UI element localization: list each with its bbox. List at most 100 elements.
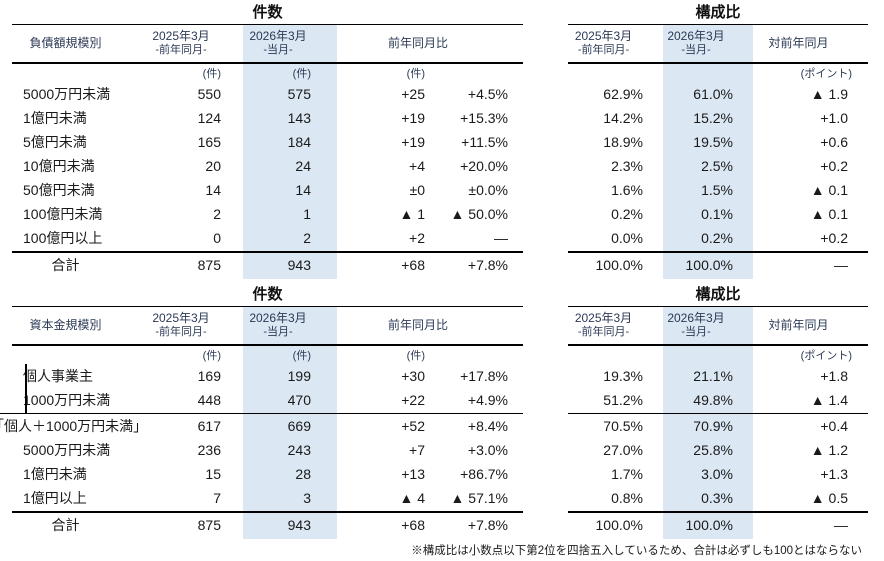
col-header-share-prev: 2025年3月 -前年同月- [574, 310, 633, 338]
table-row: 1億円未満 124 143 +19 +15.3% 14.2% 15.2% +1.… [0, 106, 884, 130]
yoy-diff: +19 [401, 134, 425, 150]
current-count-total: 943 [287, 256, 311, 273]
share-prev: 2.3% [611, 158, 643, 174]
col-header-share-delta: 対前年同月 [768, 35, 829, 50]
share-delta: +0.4 [820, 418, 848, 434]
share-prev-total: 100.0% [595, 516, 643, 533]
current-count: 575 [287, 86, 311, 102]
debt-size-table: 件数 構成比 負債額規模別 2025年3月 -前年同月- 2026年3月 -当月- … [0, 2, 884, 279]
share-current: 1.5% [701, 182, 733, 198]
count-table-title: 件数 [252, 286, 283, 303]
yoy-percent: +8.4% [467, 418, 508, 434]
yoy-diff: +4 [409, 158, 425, 174]
total-rule [0, 510, 884, 513]
total-row: 合計 875 943 +68 +7.8% 100.0% 100.0% — [0, 253, 884, 276]
current-count: 14 [295, 182, 311, 198]
prev-count: 2 [213, 206, 221, 222]
share-prev: 14.2% [603, 110, 643, 126]
total-rule [0, 250, 884, 253]
share-current-total: 100.0% [685, 256, 733, 273]
share-prev: 1.7% [611, 466, 643, 482]
col-header-yoy: 前年同月比 [387, 317, 448, 332]
row-header-label: 資本金規模別 [29, 317, 102, 332]
share-delta: ▲ 0.1 [810, 182, 848, 198]
yoy-percent-total: +7.8% [467, 256, 508, 273]
unit-point: (ポイント) [800, 68, 852, 80]
current-count: 3 [303, 490, 311, 506]
share-prev: 1.6% [611, 182, 643, 198]
current-count: 2 [303, 230, 311, 246]
share-prev: 51.2% [603, 392, 643, 408]
col-header-yoy: 前年同月比 [387, 35, 448, 50]
yoy-diff: +7 [409, 442, 425, 458]
prev-count-total: 875 [197, 516, 221, 533]
share-delta: ▲ 1.9 [810, 86, 848, 102]
units-row: (件) (件) (件) (ポイント) [0, 64, 884, 82]
current-count: 243 [287, 442, 311, 458]
group-separator-rule [0, 412, 884, 414]
col-header-share-current: 2026年3月 -当月- [667, 28, 725, 56]
prev-count: 550 [197, 86, 221, 102]
share-current: 0.3% [701, 490, 733, 506]
prev-count: 20 [205, 158, 221, 174]
share-prev: 0.8% [611, 490, 643, 506]
yoy-diff-total: +68 [401, 516, 425, 533]
table-row: 5000万円未満 550 575 +25 +4.5% 62.9% 61.0% ▲… [0, 82, 884, 106]
current-count: 1 [303, 206, 311, 222]
row-label: 1000万円未満 [23, 392, 111, 408]
row-label: 10億円未満 [23, 158, 95, 174]
share-delta: ▲ 1.2 [810, 442, 848, 458]
prev-count: 169 [197, 368, 221, 384]
yoy-diff: +13 [401, 466, 425, 482]
capital-size-table: 件数 構成比 資本金規模別 2025年3月 -前年同月- 2026年3月 -当月- … [0, 284, 884, 539]
row-label: 1億円以上 [23, 490, 87, 506]
prev-count: 7 [213, 490, 221, 506]
unit-count: (件) [202, 68, 221, 80]
yoy-percent: — [494, 230, 508, 246]
share-delta: +0.6 [820, 134, 848, 150]
yoy-percent: +4.9% [467, 392, 508, 408]
yoy-diff: ±0 [409, 182, 425, 198]
row-label: 「個人＋1000万円未満」 [0, 418, 148, 434]
row-label: 50億円未満 [23, 182, 95, 198]
share-prev: 27.0% [603, 442, 643, 458]
table-row: 5億円未満 165 184 +19 +11.5% 18.9% 19.5% +0.… [0, 130, 884, 154]
total-row: 合計 875 943 +68 +7.8% 100.0% 100.0% — [0, 513, 884, 536]
column-header-row: 負債額規模別 2025年3月 -前年同月- 2026年3月 -当月- 前年同月比 2… [0, 25, 884, 61]
unit-point: (ポイント) [800, 350, 852, 362]
table-row: 1億円未満 15 28 +13 +86.7% 1.7% 3.0% +1.3 [0, 462, 884, 486]
row-label: 5000万円未満 [23, 442, 111, 458]
share-delta: +1.8 [820, 368, 848, 384]
share-current: 3.0% [701, 466, 733, 482]
prev-count: 165 [197, 134, 221, 150]
share-current: 25.8% [693, 442, 733, 458]
total-label: 合計 [51, 516, 80, 533]
share-table-title: 構成比 [695, 4, 741, 21]
prev-count: 617 [197, 418, 221, 434]
yoy-percent: +11.5% [461, 134, 508, 150]
share-delta-total: — [834, 256, 848, 273]
table-row: 5000万円未満 236 243 +7 +3.0% 27.0% 25.8% ▲ … [0, 438, 884, 462]
prev-count: 0 [213, 230, 221, 246]
table-row: 1億円以上 7 3 ▲ 4 ▲ 57.1% 0.8% 0.3% ▲ 0.5 [0, 486, 884, 510]
yoy-percent: +17.8% [460, 368, 508, 384]
section-titles: 件数 構成比 [0, 2, 884, 24]
units-row: (件) (件) (件) (ポイント) [0, 346, 884, 364]
yoy-diff: +22 [401, 392, 425, 408]
row-label: 5000万円未満 [23, 86, 111, 102]
title-rule [0, 306, 884, 307]
col-header-share-delta: 対前年同月 [768, 317, 829, 332]
table-row: 50億円未満 14 14 ±0 ±0.0% 1.6% 1.5% ▲ 0.1 [0, 178, 884, 202]
current-month-highlight-share [663, 307, 753, 539]
table-row: 100億円以上 0 2 +2 — 0.0% 0.2% +0.2 [0, 226, 884, 250]
share-prev: 0.0% [611, 230, 643, 246]
yoy-percent: +20.0% [460, 158, 508, 174]
prev-count: 124 [197, 110, 221, 126]
share-prev: 18.9% [603, 134, 643, 150]
row-label: 個人事業主 [23, 368, 93, 384]
share-prev: 62.9% [603, 86, 643, 102]
table-row: 10億円未満 20 24 +4 +20.0% 2.3% 2.5% +0.2 [0, 154, 884, 178]
table-row: 100億円未満 2 1 ▲ 1 ▲ 50.0% 0.2% 0.1% ▲ 0.1 [0, 202, 884, 226]
share-delta: +1.0 [820, 110, 848, 126]
current-count: 143 [287, 110, 311, 126]
